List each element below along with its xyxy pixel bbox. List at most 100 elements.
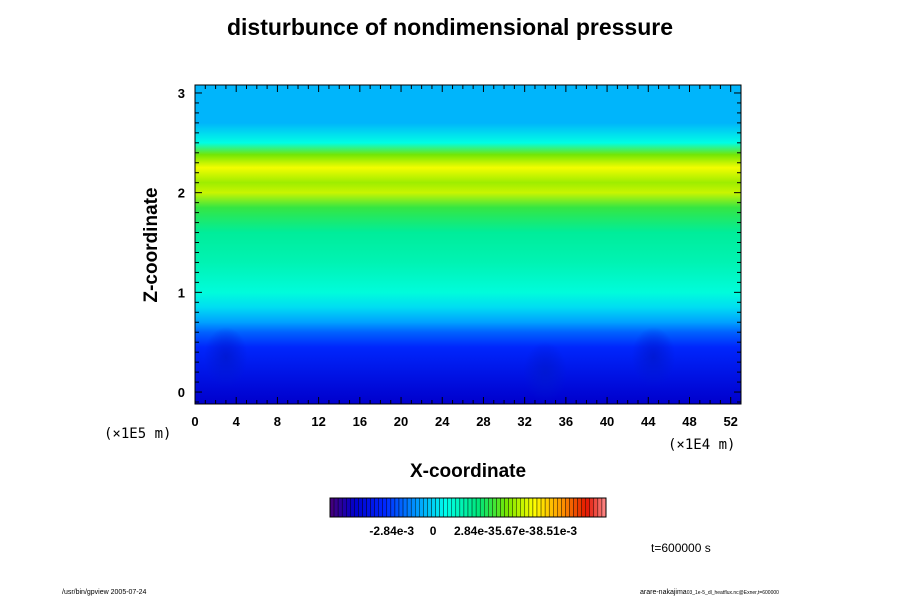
colorbar-tick-label: 0 <box>430 524 437 538</box>
colorbar-cell <box>410 497 416 518</box>
colorbar-cell <box>415 497 420 518</box>
x-tick-label: 52 <box>723 414 737 429</box>
colorbar-cell <box>516 497 521 518</box>
x-tick-label: 32 <box>517 414 531 429</box>
footer-file: 03_1e-5_dl_heatflux.nc@Exner,t=600000 <box>686 590 779 596</box>
pressure-minimum <box>203 327 248 388</box>
time-label: t=600000 s <box>651 541 711 555</box>
colorbar-cell <box>500 497 505 518</box>
colorbar-cell <box>341 497 347 518</box>
colorbar-cell <box>329 497 335 518</box>
x-tick-label: 12 <box>311 414 325 429</box>
colorbar-cell <box>427 497 432 518</box>
colorbar-cell <box>561 497 566 518</box>
colorbar-cell <box>471 497 477 518</box>
colorbar-cell <box>536 497 542 518</box>
colorbar-cell <box>520 497 526 518</box>
colorbar-cell <box>370 497 375 518</box>
pressure-minima <box>203 327 676 403</box>
colorbar-cell <box>504 497 509 518</box>
colorbar-cell <box>358 497 363 518</box>
colorbar-cell <box>333 497 339 518</box>
colorbar-cell <box>382 497 388 518</box>
colorbar-cell <box>366 497 371 518</box>
colorbar-cell <box>597 497 603 518</box>
colorbar-frame <box>329 497 607 518</box>
colorbar-tick-label: 5.67e-3 <box>495 524 536 538</box>
x-tick-label: 4 <box>233 414 241 429</box>
colorbar-cell <box>419 497 424 518</box>
colorbar-cell <box>406 497 412 518</box>
colorbar-cell <box>337 497 343 518</box>
colorbar-cell <box>394 497 400 518</box>
x-tick-label: 40 <box>600 414 614 429</box>
x-tick-label: 16 <box>353 414 367 429</box>
colorbar-cell <box>447 497 452 518</box>
y-axis-label: Z-coordinate <box>141 187 162 302</box>
colorbar-cell <box>544 497 550 518</box>
footer-user: arare-nakajima <box>640 589 687 596</box>
colorbar-cell <box>374 497 379 518</box>
colorbar-cell <box>402 497 408 518</box>
colorbar-cell <box>540 497 546 518</box>
colorbar-cell <box>593 497 599 518</box>
x-tick-label: 44 <box>641 414 656 429</box>
colorbar-cell <box>423 497 428 518</box>
colorbar-cell <box>565 497 570 518</box>
x-tick-label: 48 <box>682 414 696 429</box>
y-axis: 0 1 2 3 <box>178 86 741 403</box>
colorbar-cell <box>569 497 574 518</box>
x-axis-label: X-coordinate <box>410 461 526 482</box>
colorbar-cell <box>577 497 582 518</box>
x-tick-label: 28 <box>476 414 490 429</box>
colorbar-tick-label: -2.84e-3 <box>369 524 414 538</box>
colorbar-cell <box>354 497 359 518</box>
colorbar-cell <box>488 497 493 518</box>
colorbar-cell <box>475 497 481 518</box>
colorbar-tick-label: 2.84e-3 <box>454 524 495 538</box>
colorbar-cell <box>492 497 497 518</box>
pressure-minimum <box>631 327 676 388</box>
y-tick-label: 1 <box>178 285 185 300</box>
colorbar-cell <box>553 497 558 518</box>
colorbar-cell <box>439 497 444 518</box>
x-tick-label: 24 <box>435 414 450 429</box>
colorbar-cell <box>451 497 457 518</box>
footer-info: arare-nakajima03_1e-5_dl_heatflux.nc@Exn… <box>640 589 779 596</box>
colorbar-cell <box>386 497 392 518</box>
colorbar-cell <box>581 497 586 518</box>
colorbar-cell <box>496 497 501 518</box>
pressure-minimum <box>523 342 568 403</box>
colorbar-tick-label: 8.51e-3 <box>536 524 577 538</box>
y-unit-label: (×1E5 m) <box>104 426 171 442</box>
chart-title: disturbunce of nondimensional pressure <box>226 14 673 40</box>
colorbar-cell <box>573 497 578 518</box>
colorbar-cell <box>467 497 473 518</box>
colorbar-cell <box>455 497 461 518</box>
colorbar-cell <box>524 497 530 518</box>
colorbar-cell <box>512 497 517 518</box>
colorbar-cell <box>346 497 351 518</box>
x-unit-label: (×1E4 m) <box>668 437 735 453</box>
colorbar: -2.84e-3 0 2.84e-3 5.67e-3 8.51e-3 <box>329 497 607 538</box>
colorbar-cell <box>479 497 485 518</box>
x-axis: 0 4 8 12 16 20 24 28 32 36 40 44 48 52 <box>191 85 742 429</box>
colorbar-cell <box>508 497 513 518</box>
colorbar-cell <box>484 497 489 518</box>
colorbar-cell <box>557 497 562 518</box>
colorbar-cell <box>589 497 595 518</box>
colorbar-cell <box>548 497 554 518</box>
colorbar-cell <box>528 497 534 518</box>
y-tick-label: 3 <box>178 86 185 101</box>
x-tick-label: 0 <box>191 414 198 429</box>
x-tick-label: 8 <box>274 414 281 429</box>
x-tick-label: 20 <box>394 414 408 429</box>
colorbar-cell <box>390 497 396 518</box>
colorbar-cell <box>378 497 383 518</box>
colorbar-cell <box>398 497 404 518</box>
colorbar-cell <box>435 497 440 518</box>
colorbar-cell <box>459 497 465 518</box>
colorbar-cell <box>585 497 590 518</box>
colorbar-cell <box>362 497 367 518</box>
